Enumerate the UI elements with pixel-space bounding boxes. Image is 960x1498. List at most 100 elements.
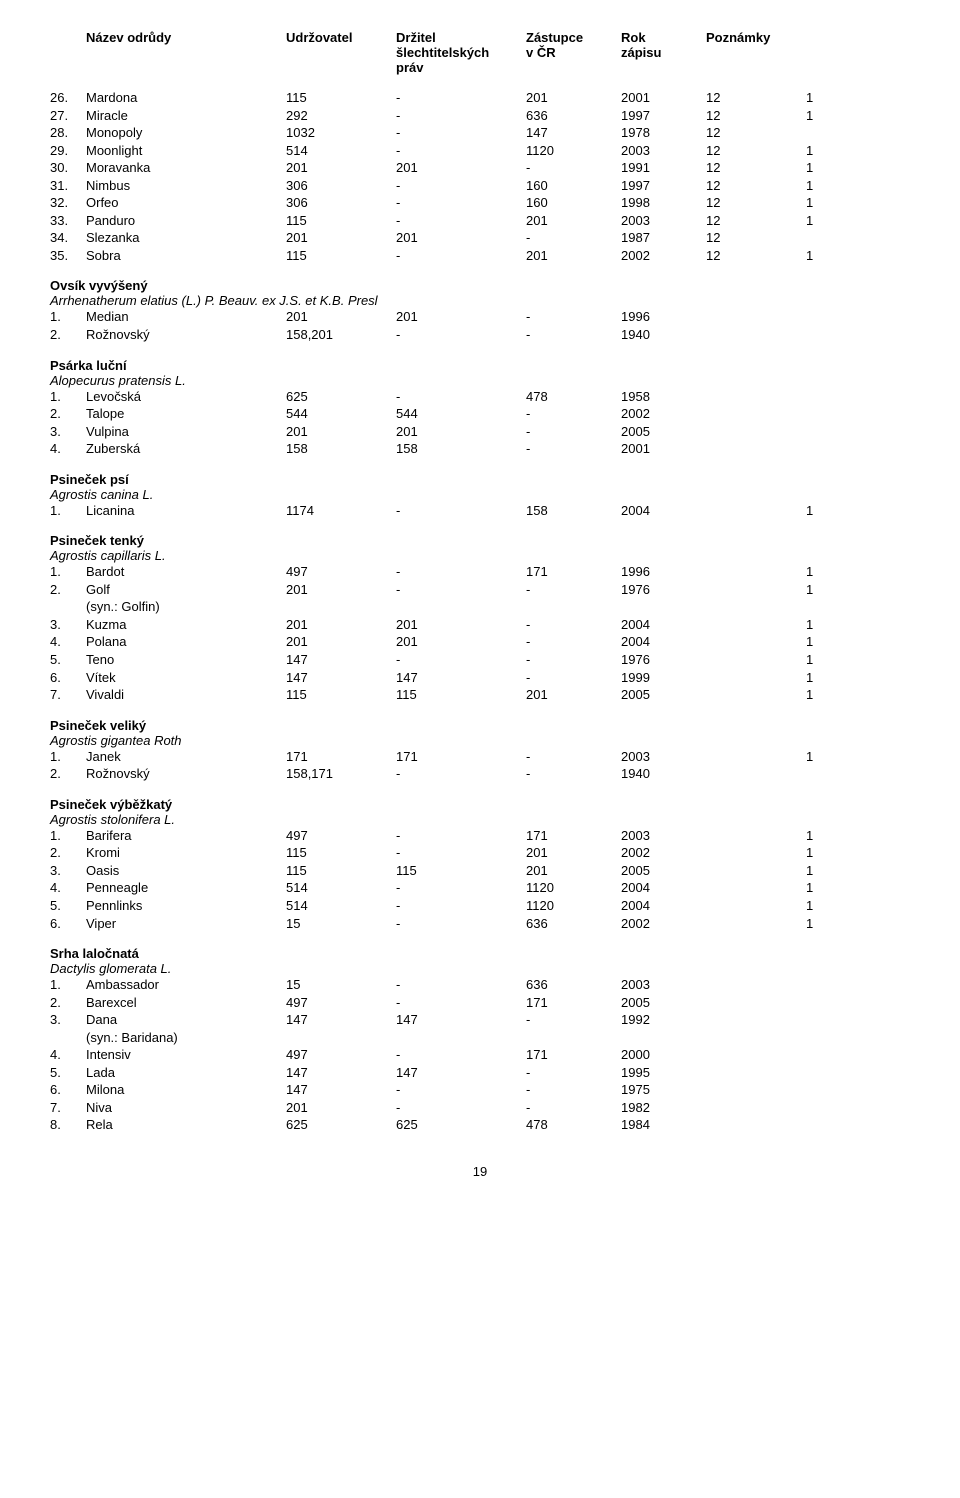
cell-name: Panduro <box>86 212 286 230</box>
cell-idx: 26. <box>50 89 86 107</box>
cell-d: 201 <box>396 616 526 634</box>
cell-r: 2003 <box>621 748 706 766</box>
cell-r: 2001 <box>621 440 706 458</box>
cell-x <box>806 976 846 994</box>
cell-d: - <box>396 502 526 520</box>
cell-p <box>706 669 806 687</box>
section-title: Psárka luční <box>50 358 910 373</box>
cell-d: 147 <box>396 1064 526 1082</box>
cell-d: 158 <box>396 440 526 458</box>
cell-d: - <box>396 915 526 933</box>
cell-z: - <box>526 748 621 766</box>
cell-r: 1991 <box>621 159 706 177</box>
cell-r: 1997 <box>621 177 706 195</box>
cell-z: - <box>526 1011 621 1029</box>
cell-z: - <box>526 405 621 423</box>
cell-r: 1975 <box>621 1081 706 1099</box>
synonym-note: (syn.: Golfin) <box>86 598 910 616</box>
cell-d: - <box>396 844 526 862</box>
table-row: 31.Nimbus306-1601997121 <box>50 177 910 195</box>
cell-idx: 3. <box>50 423 86 441</box>
cell-p <box>706 862 806 880</box>
document-body: 26.Mardona115-201200112127.Miracle292-63… <box>50 89 910 1134</box>
cell-idx: 2. <box>50 765 86 783</box>
cell-r: 2004 <box>621 897 706 915</box>
cell-u: 15 <box>286 976 396 994</box>
section-title: Psineček psí <box>50 472 910 487</box>
cell-idx: 1. <box>50 563 86 581</box>
cell-r: 1987 <box>621 229 706 247</box>
cell-x: 1 <box>806 616 846 634</box>
cell-z: 160 <box>526 194 621 212</box>
cell-idx: 35. <box>50 247 86 265</box>
cell-name: Levočská <box>86 388 286 406</box>
cell-u: 201 <box>286 633 396 651</box>
section-title: Psineček výběžkatý <box>50 797 910 812</box>
cell-p <box>706 581 806 599</box>
table-row: 8.Rela6256254781984 <box>50 1116 910 1134</box>
cell-z: - <box>526 229 621 247</box>
cell-r: 2003 <box>621 827 706 845</box>
cell-u: 147 <box>286 1011 396 1029</box>
cell-u: 115 <box>286 247 396 265</box>
table-row: 29.Moonlight514-11202003121 <box>50 142 910 160</box>
cell-r: 1982 <box>621 1099 706 1117</box>
cell-z: - <box>526 423 621 441</box>
cell-idx: 5. <box>50 897 86 915</box>
scientific-name: Agrostis gigantea Roth <box>50 733 910 748</box>
cell-idx: 4. <box>50 440 86 458</box>
table-row: 30.Moravanka201201-1991121 <box>50 159 910 177</box>
cell-x: 1 <box>806 581 846 599</box>
cell-z: 636 <box>526 976 621 994</box>
cell-p: 12 <box>706 247 806 265</box>
cell-z: - <box>526 1099 621 1117</box>
cell-name: Rela <box>86 1116 286 1134</box>
cell-z: 201 <box>526 212 621 230</box>
table-row: 1.Median201201-1996 <box>50 308 910 326</box>
cell-z: 201 <box>526 844 621 862</box>
cell-u: 158,171 <box>286 765 396 783</box>
cell-x <box>806 994 846 1012</box>
cell-name: Polana <box>86 633 286 651</box>
cell-d: - <box>396 1046 526 1064</box>
table-row: 27.Miracle292-6361997121 <box>50 107 910 125</box>
cell-name: Golf <box>86 581 286 599</box>
cell-p <box>706 1046 806 1064</box>
table-row: 1.Licanina1174-15820041 <box>50 502 910 520</box>
cell-x <box>806 326 846 344</box>
cell-r: 1984 <box>621 1116 706 1134</box>
table-row: 6.Vítek147147-19991 <box>50 669 910 687</box>
cell-name: Barifera <box>86 827 286 845</box>
cell-r: 1976 <box>621 581 706 599</box>
table-row: 34.Slezanka201201-198712 <box>50 229 910 247</box>
cell-x: 1 <box>806 563 846 581</box>
cell-u: 201 <box>286 229 396 247</box>
cell-r: 2003 <box>621 212 706 230</box>
table-row: 2.Kromi115-20120021 <box>50 844 910 862</box>
cell-d: 544 <box>396 405 526 423</box>
cell-z: - <box>526 1081 621 1099</box>
cell-d: - <box>396 563 526 581</box>
table-row: 6.Viper15-63620021 <box>50 915 910 933</box>
table-row: 3.Dana147147-1992 <box>50 1011 910 1029</box>
cell-x <box>806 1064 846 1082</box>
cell-z: 171 <box>526 994 621 1012</box>
cell-z: 160 <box>526 177 621 195</box>
cell-z: 636 <box>526 107 621 125</box>
cell-p: 12 <box>706 212 806 230</box>
cell-x: 1 <box>806 844 846 862</box>
cell-x: 1 <box>806 212 846 230</box>
cell-idx: 2. <box>50 994 86 1012</box>
cell-idx: 5. <box>50 1064 86 1082</box>
cell-name: Pennlinks <box>86 897 286 915</box>
page-number: 19 <box>50 1164 910 1179</box>
cell-d: 625 <box>396 1116 526 1134</box>
cell-x <box>806 1099 846 1117</box>
section-title: Ovsík vyvýšený <box>50 278 910 293</box>
cell-r: 2005 <box>621 423 706 441</box>
cell-p <box>706 502 806 520</box>
cell-p <box>706 879 806 897</box>
cell-p <box>706 844 806 862</box>
cell-p <box>706 388 806 406</box>
table-row: 3.Vulpina201201-2005 <box>50 423 910 441</box>
